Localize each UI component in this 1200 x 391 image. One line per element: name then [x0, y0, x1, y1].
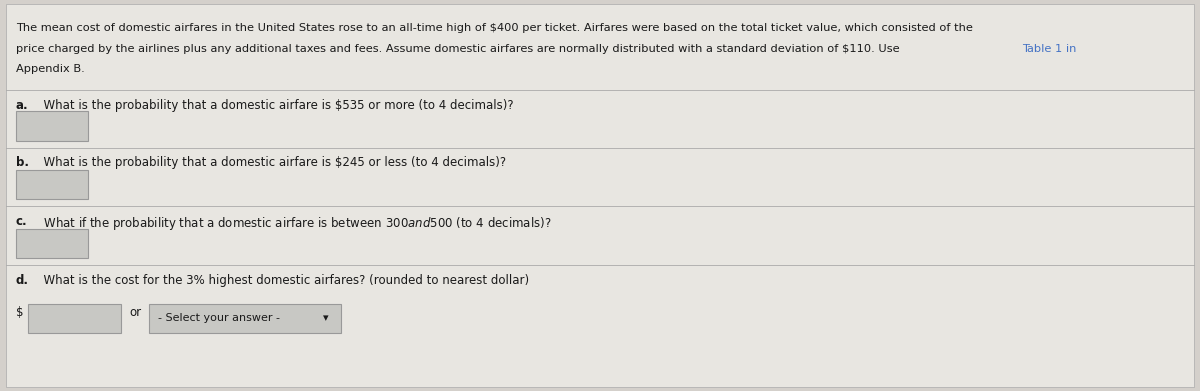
Text: a.: a.	[16, 99, 29, 111]
Text: - Select your answer -: - Select your answer -	[158, 314, 281, 323]
Text: price charged by the airlines plus any additional taxes and fees. Assume domesti: price charged by the airlines plus any a…	[16, 44, 902, 54]
Text: Appendix B.: Appendix B.	[16, 64, 84, 74]
Text: d.: d.	[16, 274, 29, 287]
Text: What is the probability that a domestic airfare is $535 or more (to 4 decimals)?: What is the probability that a domestic …	[36, 99, 514, 111]
Text: ▾: ▾	[323, 314, 329, 323]
Text: c.: c.	[16, 215, 28, 228]
Text: The mean cost of domestic airfares in the United States rose to an all-time high: The mean cost of domestic airfares in th…	[16, 23, 972, 34]
Text: b.: b.	[16, 156, 29, 169]
Text: What if the probability that a domestic airfare is between $300 and $500 (to 4 d: What if the probability that a domestic …	[36, 215, 552, 232]
Text: $: $	[16, 306, 23, 319]
Text: Table 1 in: Table 1 in	[1022, 44, 1076, 54]
Text: What is the probability that a domestic airfare is $245 or less (to 4 decimals)?: What is the probability that a domestic …	[36, 156, 506, 169]
Text: What is the cost for the 3% highest domestic airfares? (rounded to nearest dolla: What is the cost for the 3% highest dome…	[36, 274, 529, 287]
Text: or: or	[130, 306, 142, 319]
